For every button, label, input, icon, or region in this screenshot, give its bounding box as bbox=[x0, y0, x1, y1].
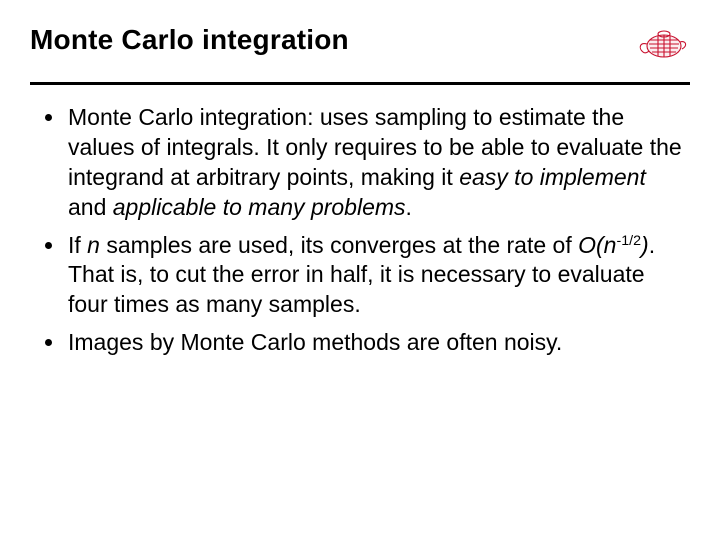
bullet-text: Images by Monte Carlo methods are often … bbox=[68, 329, 562, 355]
bullet-emph: easy to implement bbox=[459, 164, 646, 190]
teapot-icon bbox=[630, 18, 690, 66]
bullet-emph: applicable to many problems bbox=[113, 194, 406, 220]
bullet-text: and bbox=[68, 194, 113, 220]
math-exponent: -1/2 bbox=[616, 233, 641, 249]
math-bigO: O(n bbox=[578, 232, 616, 258]
math-bigO-close: ) bbox=[641, 232, 649, 258]
list-item: Monte Carlo integration: uses sampling t… bbox=[66, 103, 690, 223]
slide-header: Monte Carlo integration bbox=[30, 18, 690, 78]
math-var: n bbox=[87, 232, 100, 258]
list-item: Images by Monte Carlo methods are often … bbox=[66, 328, 690, 358]
list-item: If n samples are used, its converges at … bbox=[66, 231, 690, 321]
header-divider bbox=[30, 82, 690, 85]
bullet-text: If bbox=[68, 232, 87, 258]
slide-title: Monte Carlo integration bbox=[30, 18, 690, 56]
bullet-list: Monte Carlo integration: uses sampling t… bbox=[30, 103, 690, 358]
bullet-text: . bbox=[406, 194, 412, 220]
bullet-text: samples are used, its converges at the r… bbox=[100, 232, 578, 258]
slide: Monte Carlo integration bbox=[0, 0, 720, 540]
